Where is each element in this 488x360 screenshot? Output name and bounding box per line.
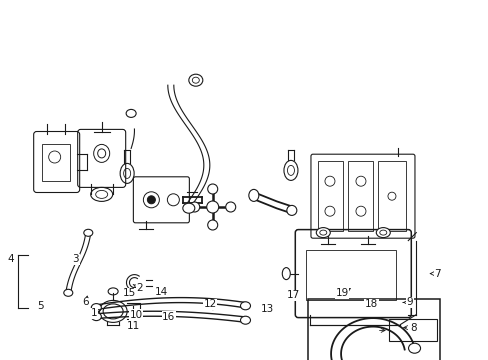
Ellipse shape (225, 202, 235, 212)
Ellipse shape (282, 267, 290, 280)
Text: 12: 12 (203, 299, 217, 310)
Ellipse shape (183, 203, 194, 213)
Ellipse shape (189, 202, 199, 212)
Bar (388, 319, 436, 341)
Text: 11: 11 (126, 321, 140, 331)
Text: 15: 15 (122, 288, 136, 298)
Text: 14: 14 (154, 287, 168, 297)
Ellipse shape (188, 74, 203, 86)
Ellipse shape (407, 343, 420, 353)
Text: 7: 7 (429, 269, 440, 279)
Text: 8: 8 (403, 323, 416, 333)
Text: 18: 18 (364, 299, 378, 309)
Ellipse shape (206, 201, 218, 213)
Text: 13: 13 (260, 304, 273, 314)
Ellipse shape (207, 184, 217, 194)
Text: 6: 6 (82, 296, 89, 307)
Text: 9: 9 (402, 297, 412, 307)
Ellipse shape (147, 196, 155, 204)
Text: 1: 1 (90, 308, 101, 318)
Text: 17: 17 (286, 290, 300, 300)
Ellipse shape (207, 220, 217, 230)
Bar (41, 144, 69, 181)
Ellipse shape (83, 229, 93, 236)
Ellipse shape (91, 312, 101, 321)
Bar (307, 299, 439, 360)
Text: 2: 2 (133, 283, 142, 293)
Ellipse shape (91, 303, 101, 312)
Ellipse shape (63, 289, 73, 296)
Ellipse shape (240, 302, 250, 310)
Ellipse shape (286, 206, 296, 215)
Bar (377, 161, 405, 231)
Ellipse shape (316, 228, 329, 238)
Ellipse shape (240, 316, 250, 324)
Bar (317, 161, 342, 231)
Bar (305, 249, 395, 300)
Text: 3: 3 (72, 254, 79, 264)
Ellipse shape (126, 109, 136, 117)
Ellipse shape (376, 228, 389, 238)
Bar (347, 161, 372, 231)
Ellipse shape (248, 189, 258, 201)
Text: 5: 5 (37, 301, 43, 311)
Text: 16: 16 (162, 312, 175, 322)
Text: 10: 10 (129, 310, 142, 320)
Text: 19: 19 (335, 288, 349, 298)
Text: 4: 4 (7, 254, 14, 264)
